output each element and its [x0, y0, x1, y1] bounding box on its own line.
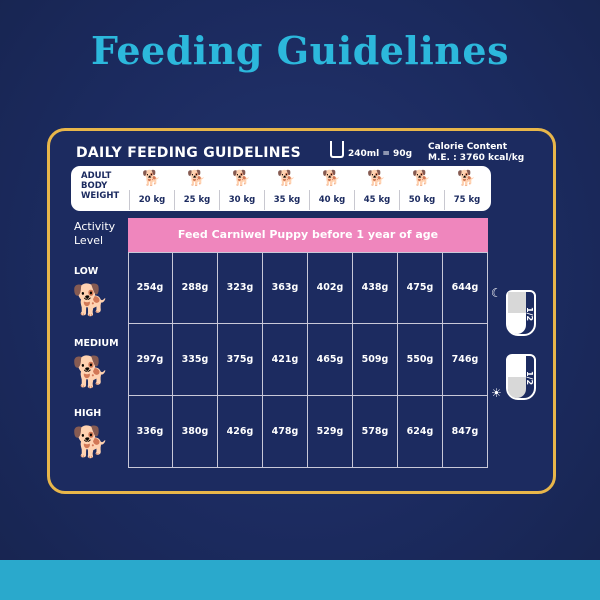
- table-cell: 402g: [308, 252, 353, 324]
- weight-label-2: BODY: [81, 181, 108, 191]
- night-bowl-label: 1/2: [525, 307, 534, 322]
- puppy-banner: Feed Carniwel Puppy before 1 year of age: [128, 218, 488, 252]
- weight-cell: 20 kg: [129, 190, 174, 210]
- weight-cell: 45 kg: [354, 190, 399, 210]
- day-bowl-label: 1/2: [525, 371, 534, 386]
- weight-cell: 25 kg: [174, 190, 219, 210]
- dog-silhouette-icon: 🐕: [187, 169, 206, 187]
- table-cell: 475g: [398, 252, 443, 324]
- table-cell: 336g: [128, 396, 173, 468]
- table-cell: 375g: [218, 324, 263, 396]
- weight-label-1: ADULT: [81, 171, 112, 181]
- page-title: Feeding Guidelines: [90, 28, 510, 73]
- table-cell: 550g: [398, 324, 443, 396]
- table-cell: 624g: [398, 396, 443, 468]
- sitting-dog-icon: 🐕: [72, 283, 110, 318]
- table-cell: 288g: [173, 252, 218, 324]
- table-cell: 426g: [218, 396, 263, 468]
- weight-row: ADULT BODY WEIGHT 🐕 20 kg 🐕 25 kg 🐕 30 kg 🐕 35 kg…: [71, 166, 491, 211]
- standing-dog-icon: 🐕: [72, 355, 110, 390]
- level-medium: MEDIUM: [74, 338, 119, 349]
- weight-cell: 40 kg: [309, 190, 354, 210]
- cup-note: 240ml = 90g: [348, 149, 413, 159]
- weight-cell: 35 kg: [264, 190, 309, 210]
- table-cell: 644g: [443, 252, 488, 324]
- table-cell: 529g: [308, 396, 353, 468]
- moon-icon: ☾: [491, 286, 502, 300]
- table-cell: 297g: [128, 324, 173, 396]
- table-cell: 380g: [173, 396, 218, 468]
- day-bowl-icon: 1/2: [506, 354, 536, 400]
- table-cell: 323g: [218, 252, 263, 324]
- table-cell: 335g: [173, 324, 218, 396]
- dog-silhouette-icon: 🐕: [277, 169, 296, 187]
- calorie-content: Calorie Content M.E. : 3760 kcal/kg: [428, 142, 524, 164]
- weight-cell: 50 kg: [399, 190, 444, 210]
- dog-silhouette-icon: 🐕: [412, 169, 431, 187]
- table-cell: 746g: [443, 324, 488, 396]
- dog-silhouette-icon: 🐕: [142, 169, 161, 187]
- weight-cell: 75 kg: [444, 190, 489, 210]
- running-dog-icon: 🐕: [72, 425, 110, 460]
- table-cell: 363g: [263, 252, 308, 324]
- calorie-label: Calorie Content: [428, 142, 508, 152]
- table-cell: 509g: [353, 324, 398, 396]
- level-low: LOW: [74, 266, 99, 277]
- dog-silhouette-icon: 🐕: [457, 169, 476, 187]
- activity-label-1: Activity: [74, 220, 116, 233]
- activity-label-2: Level: [74, 234, 104, 247]
- calorie-value: M.E. : 3760 kcal/kg: [428, 153, 525, 163]
- table-cell: 438g: [353, 252, 398, 324]
- dog-silhouette-icon: 🐕: [322, 169, 341, 187]
- bottom-band: [0, 560, 600, 600]
- panel-heading: DAILY FEEDING GUIDELINES: [76, 145, 301, 161]
- measuring-cup-icon: [330, 141, 344, 158]
- dog-silhouette-icon: 🐕: [232, 169, 251, 187]
- table-cell: 847g: [443, 396, 488, 468]
- table-cell: 478g: [263, 396, 308, 468]
- table-cell: 421g: [263, 324, 308, 396]
- level-high: HIGH: [74, 408, 102, 419]
- weight-label-3: WEIGHT: [81, 191, 120, 201]
- activity-level-label: Activity Level: [74, 220, 115, 248]
- table-cell: 465g: [308, 324, 353, 396]
- dog-silhouette-icon: 🐕: [367, 169, 386, 187]
- night-bowl-icon: 1/2: [506, 290, 536, 336]
- table-cell: 578g: [353, 396, 398, 468]
- sun-icon: ☀: [491, 386, 502, 400]
- weight-cell: 30 kg: [219, 190, 264, 210]
- weight-label: ADULT BODY WEIGHT: [81, 171, 119, 201]
- feeding-table: 254g 288g 323g 363g 402g 438g 475g 644g 297g 335g…: [128, 252, 488, 468]
- table-cell: 254g: [128, 252, 173, 324]
